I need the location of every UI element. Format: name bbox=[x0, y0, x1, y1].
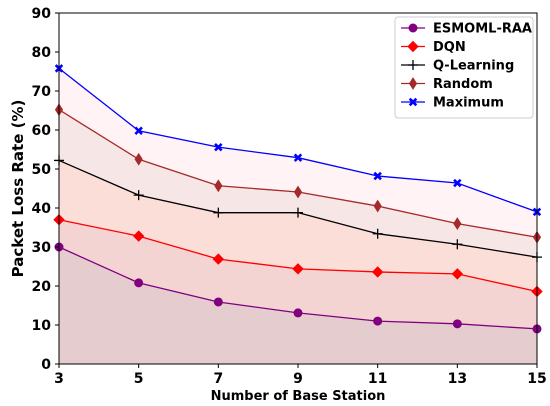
marker-s0-p2 bbox=[213, 297, 223, 307]
marker-s1-p3 bbox=[292, 263, 304, 275]
marker-s2-p5 bbox=[452, 239, 463, 250]
legend-box bbox=[394, 16, 534, 119]
legend-marker-3 bbox=[408, 77, 418, 90]
marker-s0-p4 bbox=[373, 316, 383, 326]
marker-s1-p5 bbox=[451, 268, 464, 280]
legend-label: Q-Learning bbox=[433, 59, 514, 74]
y-tick-label: 0 bbox=[41, 357, 51, 373]
y-tick-label: 70 bbox=[32, 84, 52, 100]
marker-s3-p4 bbox=[373, 199, 382, 213]
marker-s1-p1 bbox=[132, 230, 145, 242]
marker-s0-p5 bbox=[452, 319, 462, 329]
area-fill-0 bbox=[59, 247, 537, 364]
marker-s4-p4 bbox=[373, 171, 382, 181]
marker-s0-p1 bbox=[134, 278, 144, 288]
marker-s3-p2 bbox=[214, 179, 223, 193]
y-tick-label: 30 bbox=[32, 240, 52, 256]
y-axis-label: Packet Loss Rate (%) bbox=[9, 100, 27, 278]
legend-label: Maximum bbox=[433, 96, 504, 111]
marker-s2-p3 bbox=[293, 207, 303, 218]
marker-s3-p1 bbox=[134, 152, 143, 166]
marker-s4-p1 bbox=[134, 126, 143, 135]
x-tick-label: 3 bbox=[54, 371, 64, 387]
x-tick-label: 15 bbox=[527, 371, 546, 387]
legend-label: Random bbox=[433, 77, 493, 92]
y-tick-label: 20 bbox=[32, 279, 52, 295]
y-tick-label: 50 bbox=[32, 162, 52, 178]
legend: ESMOML-RAA DQN Q-Learning Random Maximum bbox=[394, 16, 534, 119]
y-tick-label: 60 bbox=[32, 123, 52, 139]
marker-s3-p3 bbox=[293, 185, 303, 199]
marker-s0-p3 bbox=[293, 308, 303, 318]
legend-marker-1 bbox=[407, 40, 419, 53]
marker-s1-p2 bbox=[212, 253, 225, 265]
x-tick-label: 7 bbox=[213, 371, 223, 387]
x-axis-ticks: 3 5 7 9 11 13 15 bbox=[54, 364, 547, 387]
x-tick-label: 13 bbox=[448, 371, 467, 387]
x-axis-label: Number of Base Station bbox=[211, 389, 386, 404]
y-tick-label: 40 bbox=[32, 201, 52, 217]
marker-s2-p1 bbox=[133, 190, 144, 201]
x-tick-label: 5 bbox=[134, 371, 144, 387]
area-fills bbox=[59, 68, 537, 364]
legend-marker-2 bbox=[408, 60, 418, 70]
marker-s4-p2 bbox=[214, 142, 223, 152]
y-tick-label: 80 bbox=[32, 45, 52, 61]
legend-marker-0 bbox=[408, 23, 418, 33]
legend-marker-4 bbox=[408, 97, 418, 107]
y-tick-label: 90 bbox=[32, 6, 52, 22]
legend-label: ESMOML-RAA bbox=[433, 22, 532, 37]
marker-s3-p5 bbox=[453, 217, 462, 231]
y-axis-ticks: 0 10 20 30 40 50 60 70 80 90 bbox=[32, 6, 59, 373]
marker-s1-p4 bbox=[371, 266, 384, 278]
x-tick-label: 11 bbox=[368, 371, 387, 387]
x-tick-label: 9 bbox=[293, 371, 303, 387]
marker-s2-p4 bbox=[372, 228, 383, 239]
legend-label: DQN bbox=[433, 40, 466, 55]
marker-s2-p2 bbox=[213, 207, 224, 218]
y-tick-label: 10 bbox=[32, 318, 52, 334]
marker-s4-p5 bbox=[453, 178, 462, 188]
marker-s4-p3 bbox=[293, 153, 303, 162]
